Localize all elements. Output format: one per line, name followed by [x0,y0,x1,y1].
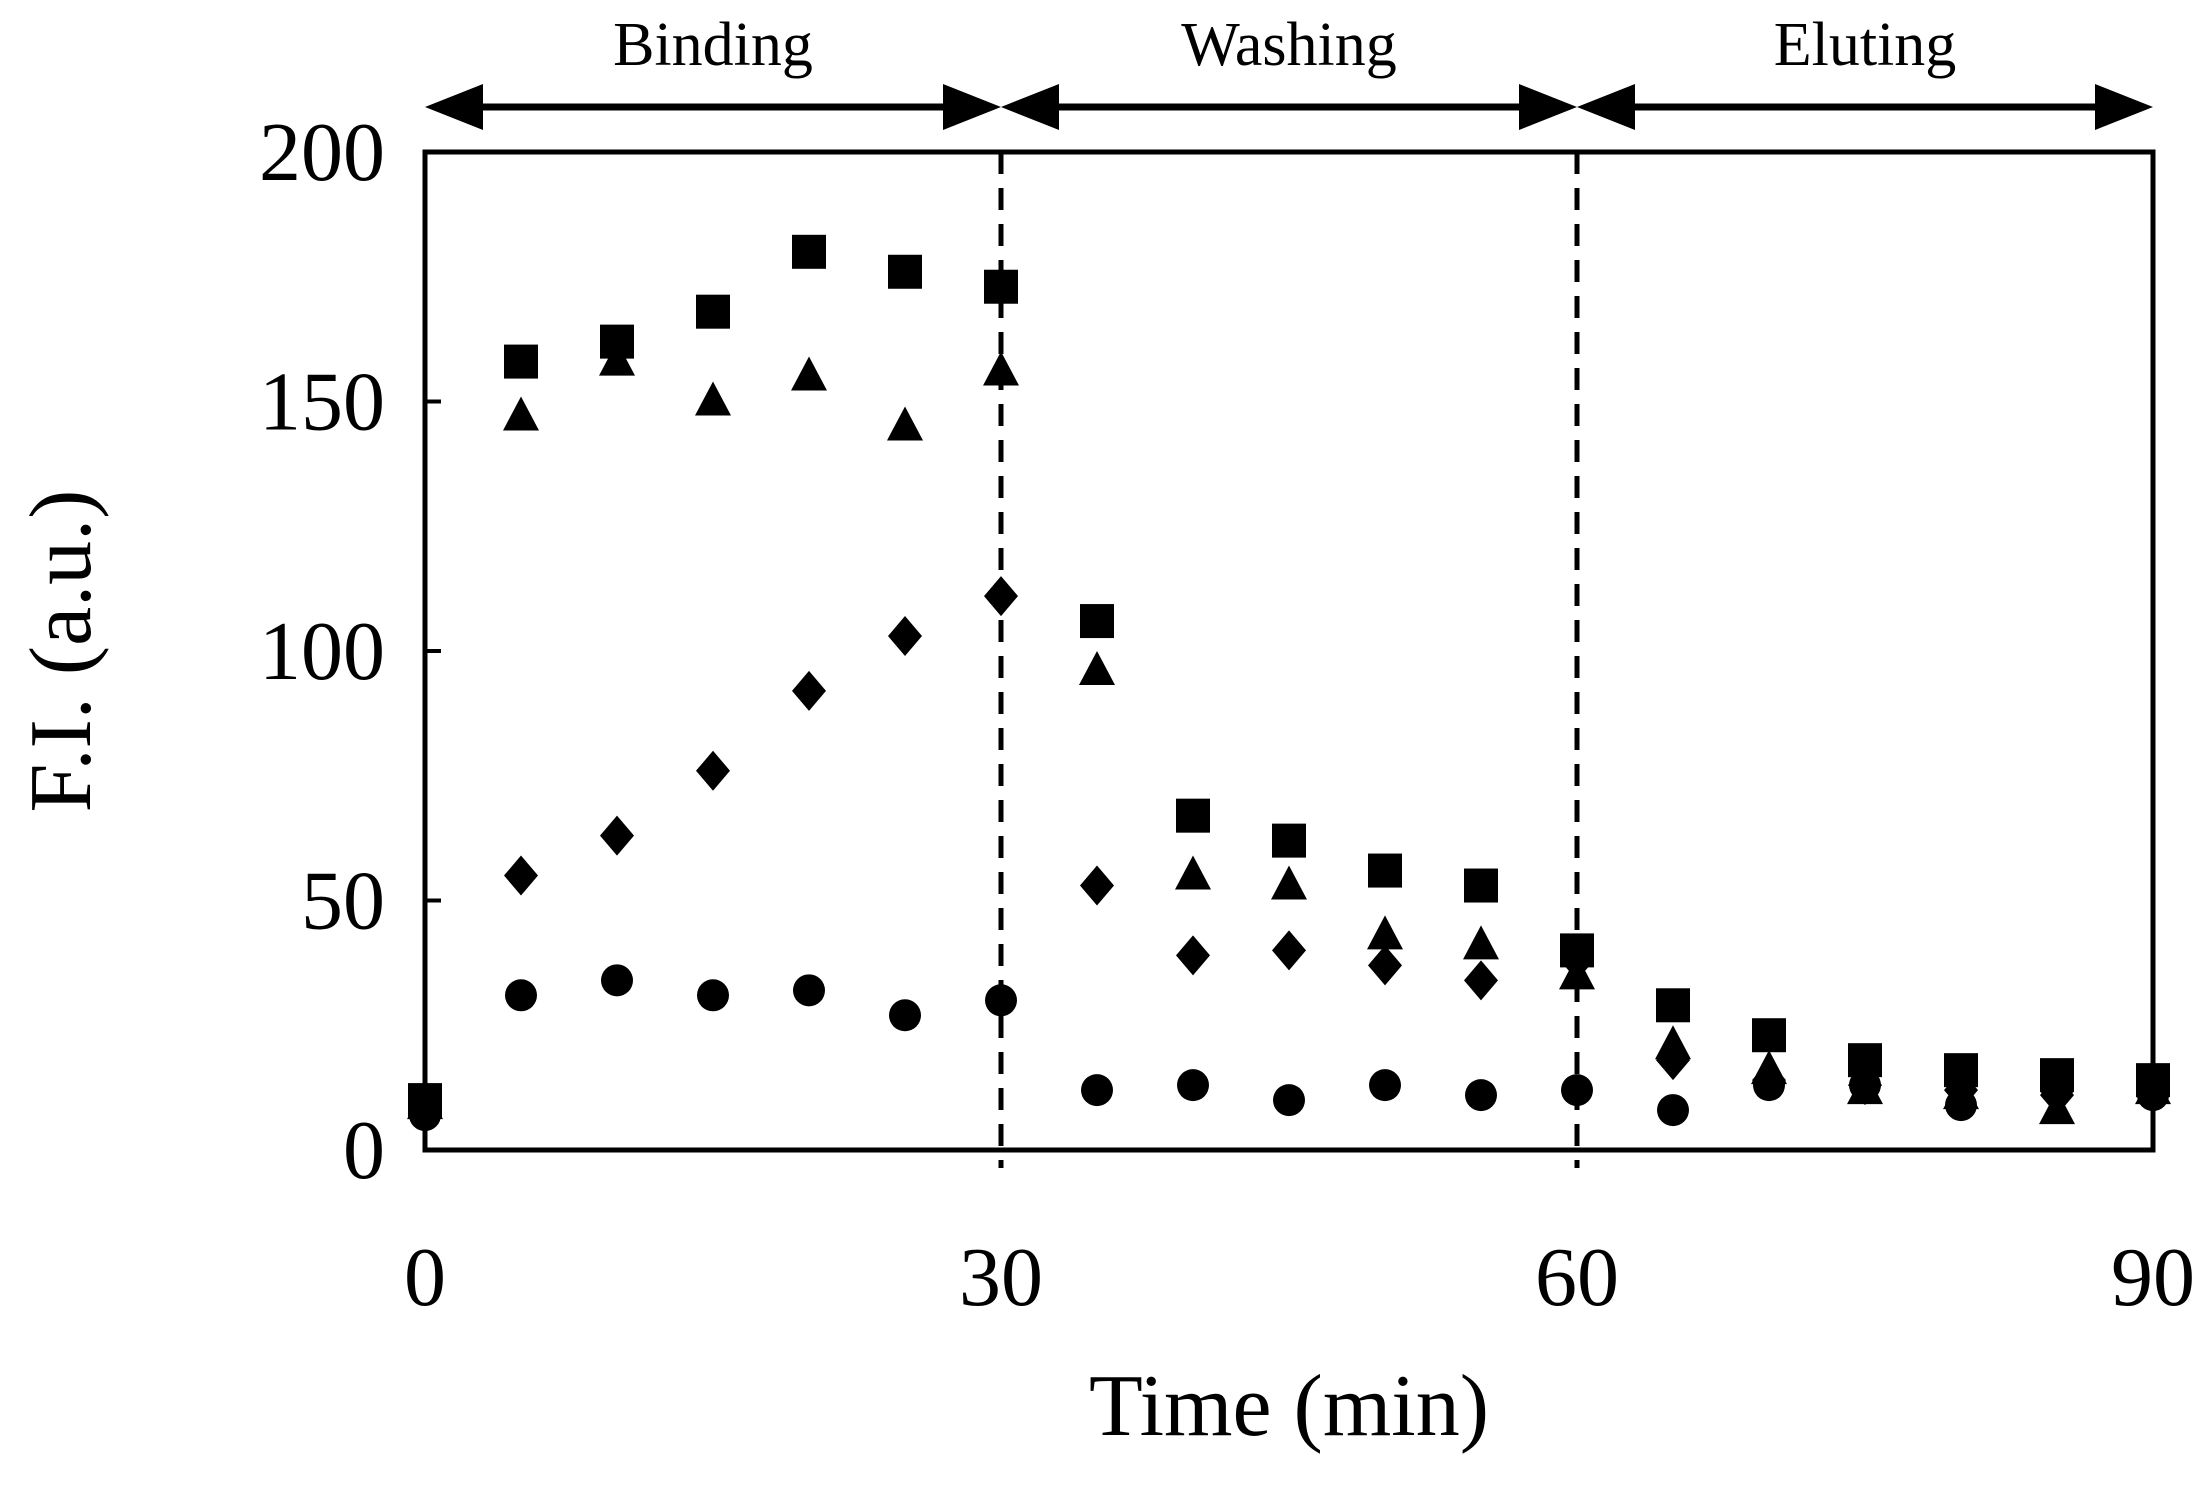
diamond-point-7 [1080,865,1114,906]
square-point-8 [1176,798,1210,833]
square-point-14 [1752,1018,1786,1053]
diamond-point-10 [1368,945,1402,986]
circle-point-7 [1081,1074,1113,1107]
triangle-point-1 [503,396,539,431]
diamond-point-13 [1656,1040,1690,1081]
x-tick-label-2: 60 [1535,1231,1619,1324]
circle-point-3 [697,979,729,1012]
circle-point-4 [793,974,825,1007]
y-axis-label: F.I. (a.u.) [13,490,110,813]
circle-point-9 [1273,1084,1305,1117]
phase-arrowhead-right-2 [2095,84,2153,130]
circle-point-14 [1753,1069,1785,1102]
circle-point-10 [1369,1069,1401,1102]
y-tick-label-2: 100 [259,605,385,698]
y-tick-label-1: 50 [301,855,385,948]
phase-dividers [998,152,1580,1168]
square-point-4 [792,234,826,269]
triangle-point-10 [1367,915,1403,950]
square-point-7 [1080,604,1114,639]
circle-point-5 [889,999,921,1032]
circle-point-2 [601,964,633,997]
phase-arrows: Binding Washing Eluting [425,11,2153,130]
square-point-1 [504,344,538,379]
circle-point-13 [1657,1094,1689,1127]
triangle-point-8 [1175,855,1211,890]
x-tick-label-0: 0 [404,1231,446,1324]
triangle-point-5 [887,406,923,441]
diamond-point-9 [1272,930,1306,971]
triangle-point-7 [1079,650,1115,685]
phase-arrowhead-right-0 [943,84,1001,130]
markers-layer [407,234,2171,1132]
square-point-9 [1272,823,1306,858]
square-point-3 [696,294,730,329]
diamond-point-1 [504,855,538,896]
triangle-point-3 [695,381,731,416]
phase-label-binding: Binding [613,11,813,79]
square-point-13 [1656,988,1690,1023]
triangle-point-9 [1271,865,1307,900]
triangle-point-2 [599,341,635,376]
phase-label-washing: Washing [1181,11,1396,79]
diamond-point-3 [696,750,730,791]
plot-area-frame [422,149,2156,1153]
y-tick-label-4: 200 [259,106,385,199]
diamond-point-5 [888,616,922,657]
y-tick-label-0: 0 [343,1104,385,1197]
phase-arrowhead-left-2 [1577,84,1635,130]
circle-point-11 [1465,1079,1497,1112]
phase-label-eluting: Eluting [1774,11,1957,79]
diamond-point-8 [1176,935,1210,976]
phase-arrowhead-left-0 [425,84,483,130]
y-tick-label-3: 150 [259,356,385,449]
circle-point-17 [2041,1074,2073,1107]
square-point-11 [1464,868,1498,903]
square-point-5 [888,254,922,289]
triangle-point-11 [1463,925,1499,960]
diamond-point-11 [1464,960,1498,1001]
x-axis-label: Time (min) [1089,1358,1489,1455]
x-tick-label-3: 90 [2111,1231,2195,1324]
circle-point-1 [505,979,537,1012]
circle-point-8 [1177,1069,1209,1102]
phase-arrowhead-left-1 [1001,84,1059,130]
x-tick-label-1: 30 [959,1231,1043,1324]
diamond-point-2 [600,815,634,856]
circle-point-16 [1945,1089,1977,1122]
phase-arrowhead-right-1 [1519,84,1577,130]
axis-ticks: 0 50 100 150 200 0 30 60 90 [259,106,2195,1324]
square-point-10 [1368,853,1402,888]
circle-point-15 [1849,1069,1881,1102]
diamond-point-4 [792,670,826,711]
triangle-point-4 [791,356,827,391]
